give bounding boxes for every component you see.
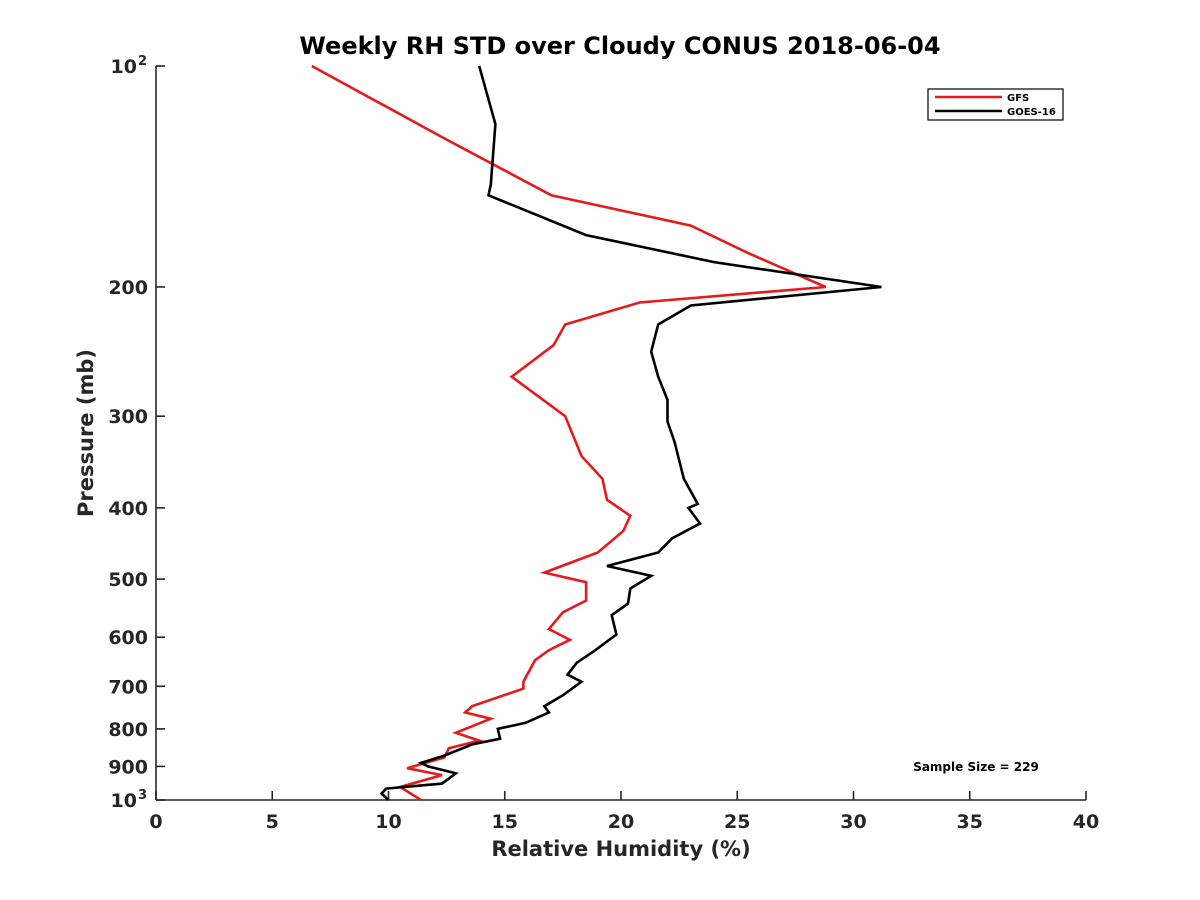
y-axis-label: Pressure (mb) xyxy=(74,349,98,517)
x-tick-label: 5 xyxy=(266,811,279,833)
sample-size-annotation: Sample Size = 229 xyxy=(913,760,1039,774)
y-tick-label: 500 xyxy=(108,569,148,591)
axes xyxy=(155,66,1086,801)
chart-title: Weekly RH STD over Cloudy CONUS 2018-06-… xyxy=(299,32,940,60)
x-tick-label: 30 xyxy=(840,811,866,833)
y-tick-exponent: 2 xyxy=(138,54,147,69)
x-tick-label: 35 xyxy=(957,811,983,833)
x-axis-label: Relative Humidity (%) xyxy=(491,837,750,861)
y-tick-label: 400 xyxy=(108,498,148,520)
legend: GFS GOES-16 xyxy=(927,88,1064,121)
legend-label-gfs: GFS xyxy=(1007,93,1029,104)
y-tick-label: 10 xyxy=(111,56,137,78)
y-tick-label: 300 xyxy=(108,406,148,428)
legend-label-goes-16: GOES-16 xyxy=(1007,107,1056,118)
x-ticks: 0 5 10 15 20 25 30 35 40 xyxy=(149,791,1099,833)
x-tick-label: 15 xyxy=(492,811,518,833)
y-tick-label: 900 xyxy=(108,756,148,778)
x-tick-label: 25 xyxy=(724,811,750,833)
y-tick-label: 200 xyxy=(108,277,148,299)
legend-box xyxy=(927,88,1064,121)
x-tick-label: 40 xyxy=(1073,811,1099,833)
y-tick-label: 600 xyxy=(108,627,148,649)
series-layer xyxy=(311,64,882,802)
x-tick-label: 0 xyxy=(149,811,162,833)
y-tick-exponent: 3 xyxy=(138,788,147,803)
series-line-gfs xyxy=(311,64,827,802)
x-tick-label: 10 xyxy=(375,811,401,833)
y-tick-label: 800 xyxy=(108,719,148,741)
series-line-goes-16 xyxy=(379,65,882,801)
x-tick-label: 20 xyxy=(608,811,634,833)
y-tick-label: 700 xyxy=(108,676,148,698)
y-tick-label: 10 xyxy=(111,790,137,812)
